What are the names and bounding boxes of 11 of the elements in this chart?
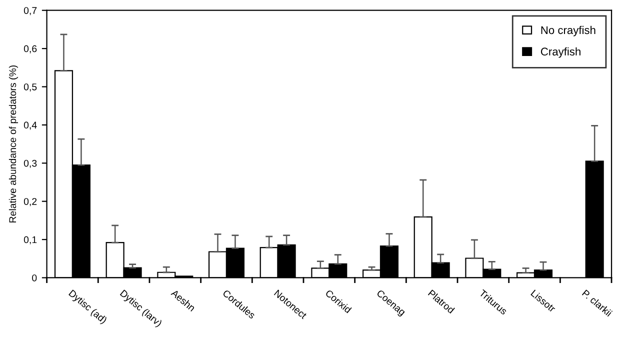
y-tick-label: 0,7 [24,7,37,16]
legend-label: Crayfish [540,47,580,58]
y-tick-label: 0,6 [24,45,37,54]
y-tick-label: 0 [32,274,37,282]
y-tick-label: 0,2 [24,198,37,206]
y-tick-label: 0,5 [24,83,37,92]
legend-label: No crayfish [541,26,596,36]
y-tick-label: 0,3 [24,160,37,168]
y-axis-title: Relative abundance of predators (%) [8,65,18,222]
y-tick-label: 0,1 [24,236,37,244]
y-tick-label: 0,4 [24,122,37,130]
